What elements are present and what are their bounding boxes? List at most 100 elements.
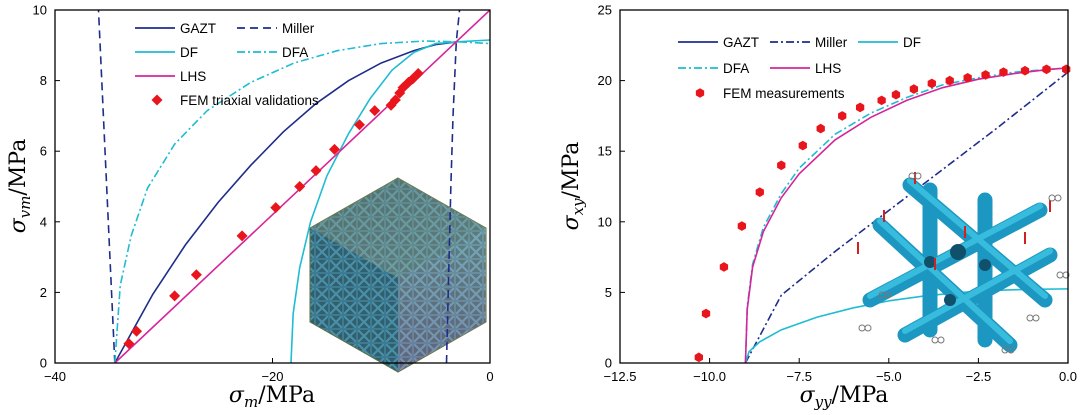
- x-axis-title: σm/MPa: [229, 383, 315, 411]
- fem-marker: [1042, 64, 1051, 75]
- y-tick-label: 0: [605, 356, 612, 371]
- y-axis-title: σxy/MPa: [559, 142, 587, 231]
- legend-item: Miller: [770, 35, 848, 50]
- y-tick-label: 2: [40, 285, 47, 300]
- legend-label: Miller: [815, 35, 848, 50]
- legend-item: DF: [858, 35, 921, 50]
- fem-marker: [694, 352, 703, 363]
- series-line-gazt: [114, 40, 458, 363]
- y-tick-label: 4: [40, 214, 47, 229]
- fem-marker: [838, 111, 847, 121]
- fem-marker: [798, 140, 807, 151]
- fem-marker: [294, 181, 306, 192]
- y-tick-label: 10: [33, 3, 47, 18]
- x-tick-label: −7.5: [786, 369, 812, 384]
- fem-marker: [963, 72, 972, 83]
- legend-item: LHS: [135, 69, 206, 84]
- legend-marker: [151, 94, 163, 106]
- legend-item: DFA: [237, 45, 308, 60]
- axis-ticks: −12.5 −10.0 −7.5 −5.0 −2.5 0.0 0 5 10 15 20 25: [598, 3, 1078, 385]
- y-tick-label: 0: [40, 356, 47, 371]
- x-axis-title: σyy/MPa: [800, 383, 889, 411]
- legend-label: GAZT: [723, 35, 759, 50]
- fem-marker: [891, 89, 901, 100]
- plot-frame: [619, 9, 1069, 364]
- fem-marker: [909, 84, 919, 94]
- legend-label: FEM measurements: [723, 86, 845, 101]
- y-tick-label: 10: [598, 214, 612, 229]
- legend-label: LHS: [815, 61, 841, 76]
- chart-left: −40 −20 0 0 2 4 6 8 10 GAZT Miller DF DFA LHS FEM tri…: [6, 3, 494, 412]
- legend-label: DF: [180, 45, 198, 60]
- fem-marker: [981, 70, 990, 80]
- y-tick-label: 25: [598, 3, 612, 18]
- y-tick-label: 8: [40, 73, 47, 88]
- fem-marker: [1062, 64, 1071, 75]
- legend-item: GAZT: [678, 35, 759, 50]
- fem-marker: [389, 94, 401, 106]
- fem-marker: [131, 325, 143, 337]
- series-line-miller: [445, 10, 461, 363]
- fem-marker: [270, 202, 282, 214]
- x-tick-label: −20: [261, 369, 283, 384]
- axis-ticks: −40 −20 0 0 2 4 6 8 10: [33, 3, 494, 385]
- fem-marker: [816, 123, 825, 134]
- fem-markers: [123, 68, 424, 350]
- series-line-miller: [744, 71, 1068, 363]
- legend-item: LHS: [770, 61, 841, 76]
- fem-marker: [123, 338, 135, 350]
- fem-marker: [945, 75, 954, 86]
- x-tick-label: −40: [44, 369, 66, 384]
- fem-marker: [877, 95, 886, 106]
- fem-marker: [719, 262, 729, 272]
- legend: GAZT Miller DF DFA LHS FEM triaxial validatio…: [135, 21, 319, 108]
- fem-marker: [755, 187, 764, 197]
- fem-marker: [999, 67, 1008, 77]
- legend-label: DF: [903, 35, 921, 50]
- fem-marker: [1020, 65, 1030, 76]
- fem-marker: [927, 78, 936, 89]
- legend-label: DFA: [723, 61, 749, 76]
- legend-marker: [695, 88, 705, 98]
- x-tick-label: 0.0: [1059, 369, 1077, 384]
- fem-marker: [169, 290, 181, 302]
- fem-marker: [777, 160, 786, 171]
- fem-markers: [694, 64, 1071, 363]
- y-tick-label: 20: [598, 73, 612, 88]
- fem-marker: [369, 105, 381, 117]
- series-lines: [97, 10, 490, 363]
- fem-marker: [190, 269, 202, 281]
- legend-item: DFA: [678, 61, 749, 76]
- legend-label: GAZT: [180, 21, 216, 36]
- series-line-lhs: [744, 67, 1068, 363]
- legend-item: DF: [135, 45, 198, 60]
- fem-marker: [328, 143, 340, 155]
- series-line-dfa: [744, 67, 1068, 363]
- y-tick-label: 5: [605, 285, 612, 300]
- legend-label: FEM triaxial validations: [180, 93, 319, 108]
- fem-marker: [412, 68, 424, 80]
- lattice-cube-inset: [309, 177, 487, 373]
- legend-item: FEM triaxial validations: [151, 93, 319, 108]
- lattice-structure-inset: [857, 172, 1070, 354]
- fem-marker: [737, 221, 747, 231]
- fem-marker: [701, 308, 711, 319]
- x-tick-label: −2.5: [966, 369, 992, 384]
- legend-item: GAZT: [135, 21, 216, 36]
- x-tick-label: 0: [486, 369, 493, 384]
- series-line-df: [290, 39, 490, 363]
- y-tick-label: 15: [598, 144, 612, 159]
- legend-item: FEM measurements: [695, 86, 845, 101]
- y-tick-label: 6: [40, 144, 47, 159]
- series-line-miller: [97, 10, 116, 363]
- legend-label: LHS: [180, 69, 206, 84]
- series-line-dfa: [114, 40, 490, 363]
- legend-label: Miller: [282, 21, 315, 36]
- fem-marker: [310, 165, 322, 177]
- fem-marker: [855, 102, 865, 113]
- fem-marker: [236, 230, 248, 242]
- chart-right: −12.5 −10.0 −7.5 −5.0 −2.5 0.0 0 5 10 15 20 25 GAZT…: [559, 3, 1077, 412]
- x-tick-label: −5.0: [876, 369, 902, 384]
- legend-item: Miller: [237, 21, 315, 36]
